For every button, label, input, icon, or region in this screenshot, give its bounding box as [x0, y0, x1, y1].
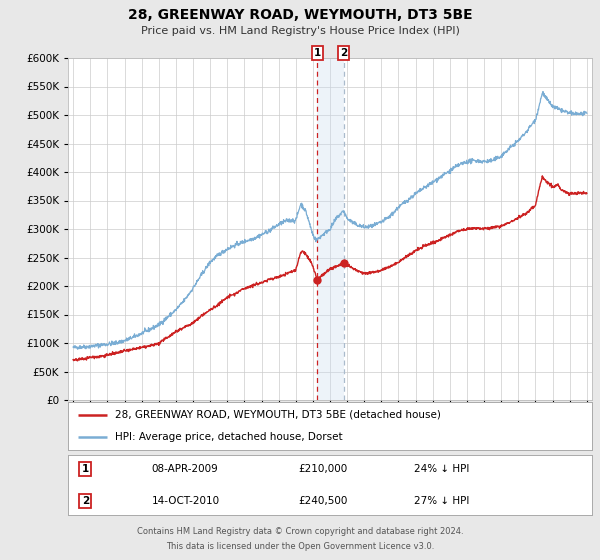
Text: 1: 1	[82, 464, 89, 474]
Text: 28, GREENWAY ROAD, WEYMOUTH, DT3 5BE (detached house): 28, GREENWAY ROAD, WEYMOUTH, DT3 5BE (de…	[115, 410, 441, 420]
Text: £210,000: £210,000	[299, 464, 348, 474]
Text: 2: 2	[340, 48, 347, 58]
Text: 27% ↓ HPI: 27% ↓ HPI	[414, 496, 469, 506]
Text: 28, GREENWAY ROAD, WEYMOUTH, DT3 5BE: 28, GREENWAY ROAD, WEYMOUTH, DT3 5BE	[128, 8, 472, 22]
Text: 08-APR-2009: 08-APR-2009	[152, 464, 218, 474]
Text: £240,500: £240,500	[299, 496, 348, 506]
Text: 2: 2	[82, 496, 89, 506]
Text: Contains HM Land Registry data © Crown copyright and database right 2024.: Contains HM Land Registry data © Crown c…	[137, 527, 463, 536]
Text: This data is licensed under the Open Government Licence v3.0.: This data is licensed under the Open Gov…	[166, 542, 434, 551]
Text: 24% ↓ HPI: 24% ↓ HPI	[414, 464, 469, 474]
Bar	[317, 58, 344, 400]
Text: Price paid vs. HM Land Registry's House Price Index (HPI): Price paid vs. HM Land Registry's House …	[140, 26, 460, 36]
Text: HPI: Average price, detached house, Dorset: HPI: Average price, detached house, Dors…	[115, 432, 343, 442]
Text: 14-OCT-2010: 14-OCT-2010	[152, 496, 220, 506]
Text: 1: 1	[314, 48, 321, 58]
